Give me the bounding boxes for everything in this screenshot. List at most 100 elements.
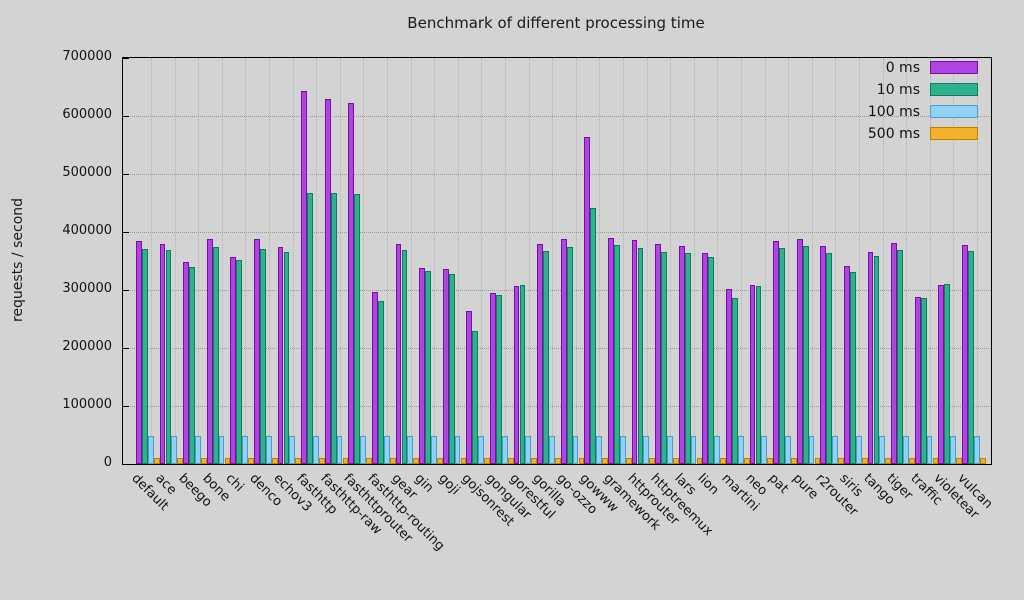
bar-httptreemux-10ms bbox=[661, 251, 667, 464]
bar-martini-100ms bbox=[737, 436, 744, 464]
bar-gorestful-100ms bbox=[525, 436, 532, 464]
bar-httprouter-500ms bbox=[649, 458, 656, 464]
bar-gorilla-10ms bbox=[543, 251, 549, 464]
bar-chi-10ms bbox=[236, 259, 243, 464]
y-tick-mark bbox=[123, 58, 129, 59]
bar-traffic-100ms bbox=[926, 436, 933, 464]
bar-fasthttprouter-100ms bbox=[360, 436, 367, 464]
bar-httprouter-100ms bbox=[643, 436, 650, 464]
bar-gowww-10ms bbox=[590, 208, 597, 464]
legend-swatch bbox=[930, 61, 978, 74]
bar-siris-0ms bbox=[844, 266, 850, 464]
bar-gear-100ms bbox=[407, 436, 414, 464]
bar-traffic-0ms bbox=[914, 296, 921, 464]
bar-pure-10ms bbox=[802, 245, 809, 464]
bar-fasthttprouter-0ms bbox=[348, 103, 355, 464]
legend-item: 100 ms bbox=[868, 104, 978, 120]
bar-denco-10ms bbox=[259, 248, 266, 464]
y-tick-mark bbox=[123, 406, 129, 407]
bar-r2router-500ms bbox=[838, 458, 844, 464]
x-gridline bbox=[741, 58, 742, 464]
bar-goji-10ms bbox=[448, 273, 455, 464]
x-gridline bbox=[788, 58, 790, 464]
bar-chi-0ms bbox=[230, 256, 237, 464]
y-gridline bbox=[123, 348, 991, 349]
bar-violetear-0ms bbox=[938, 284, 945, 464]
bar-martini-500ms bbox=[743, 458, 750, 464]
bar-fasthttp-routing-10ms bbox=[377, 301, 384, 464]
bar-gojsonrest-10ms bbox=[472, 331, 479, 464]
x-gridline bbox=[693, 58, 695, 464]
x-gridline bbox=[646, 58, 648, 464]
bar-gin-500ms bbox=[436, 458, 443, 464]
bar-tiger-10ms bbox=[897, 249, 903, 464]
bar-default-100ms bbox=[147, 436, 154, 464]
bar-tango-0ms bbox=[867, 251, 874, 464]
y-gridline bbox=[123, 406, 991, 407]
bar-pure-0ms bbox=[796, 238, 803, 464]
legend-label: 10 ms bbox=[876, 81, 920, 98]
x-gridline bbox=[977, 58, 978, 464]
bar-ace-100ms bbox=[171, 436, 178, 464]
x-gridline bbox=[929, 58, 931, 464]
bar-neo-10ms bbox=[755, 285, 762, 464]
bar-ace-10ms bbox=[165, 249, 172, 464]
bar-tango-500ms bbox=[885, 458, 892, 464]
x-gridline bbox=[221, 58, 223, 464]
bar-pat-0ms bbox=[773, 241, 780, 464]
bar-vulcan-100ms bbox=[973, 436, 980, 464]
bar-vulcan-10ms bbox=[967, 251, 974, 464]
x-tick-label: pure bbox=[789, 471, 821, 503]
bar-denco-500ms bbox=[271, 458, 278, 464]
x-gridline bbox=[623, 58, 624, 464]
bar-echov3-0ms bbox=[277, 247, 284, 464]
bar-chi-100ms bbox=[242, 436, 249, 464]
x-gridline bbox=[953, 58, 955, 464]
bar-fasthttprouter-10ms bbox=[354, 194, 361, 464]
bar-gongular-100ms bbox=[501, 436, 508, 464]
bar-bone-500ms bbox=[224, 458, 231, 464]
y-tick-label: 0 bbox=[103, 455, 112, 470]
bar-fasthttp-100ms bbox=[313, 436, 319, 464]
bar-pat-500ms bbox=[790, 458, 797, 464]
y-gridline bbox=[123, 290, 991, 291]
bar-gramework-0ms bbox=[608, 237, 614, 464]
bar-beego-0ms bbox=[183, 262, 190, 464]
bar-fasthttp-raw-100ms bbox=[336, 436, 343, 464]
x-gridline bbox=[764, 58, 766, 464]
bar-pat-10ms bbox=[779, 248, 785, 464]
bar-traffic-500ms bbox=[932, 458, 939, 464]
bar-default-500ms bbox=[153, 458, 160, 464]
bar-bone-100ms bbox=[218, 436, 225, 464]
bar-fasthttprouter-500ms bbox=[366, 458, 372, 464]
bar-gojsonrest-500ms bbox=[484, 458, 490, 464]
plot-area bbox=[122, 57, 992, 465]
bar-default-0ms bbox=[136, 240, 142, 464]
bar-lars-10ms bbox=[684, 252, 691, 464]
bar-httptreemux-0ms bbox=[655, 244, 662, 464]
bar-lion-100ms bbox=[714, 436, 721, 464]
bar-denco-0ms bbox=[254, 238, 260, 464]
bar-gin-10ms bbox=[425, 270, 431, 464]
bar-lion-0ms bbox=[702, 253, 709, 464]
bar-denco-100ms bbox=[265, 436, 272, 464]
x-gridline bbox=[906, 58, 908, 464]
bar-lars-0ms bbox=[678, 245, 685, 464]
bar-gongular-0ms bbox=[490, 292, 496, 464]
y-tick-label: 100000 bbox=[62, 397, 112, 412]
bar-r2router-10ms bbox=[826, 253, 833, 464]
bar-ace-0ms bbox=[159, 244, 166, 464]
x-gridline bbox=[457, 58, 459, 464]
bar-violetear-10ms bbox=[944, 284, 951, 464]
x-gridline bbox=[387, 58, 388, 464]
x-gridline bbox=[882, 58, 884, 464]
bar-bone-10ms bbox=[212, 247, 219, 464]
bar-gin-0ms bbox=[419, 267, 426, 464]
bar-tango-100ms bbox=[879, 436, 886, 464]
bar-vulcan-500ms bbox=[979, 458, 986, 464]
x-gridline bbox=[363, 58, 365, 464]
legend-swatch bbox=[930, 83, 978, 96]
bar-fasthttp-routing-100ms bbox=[383, 436, 390, 464]
bar-go-ozzo-100ms bbox=[572, 436, 579, 464]
bar-fasthttp-10ms bbox=[307, 193, 313, 464]
